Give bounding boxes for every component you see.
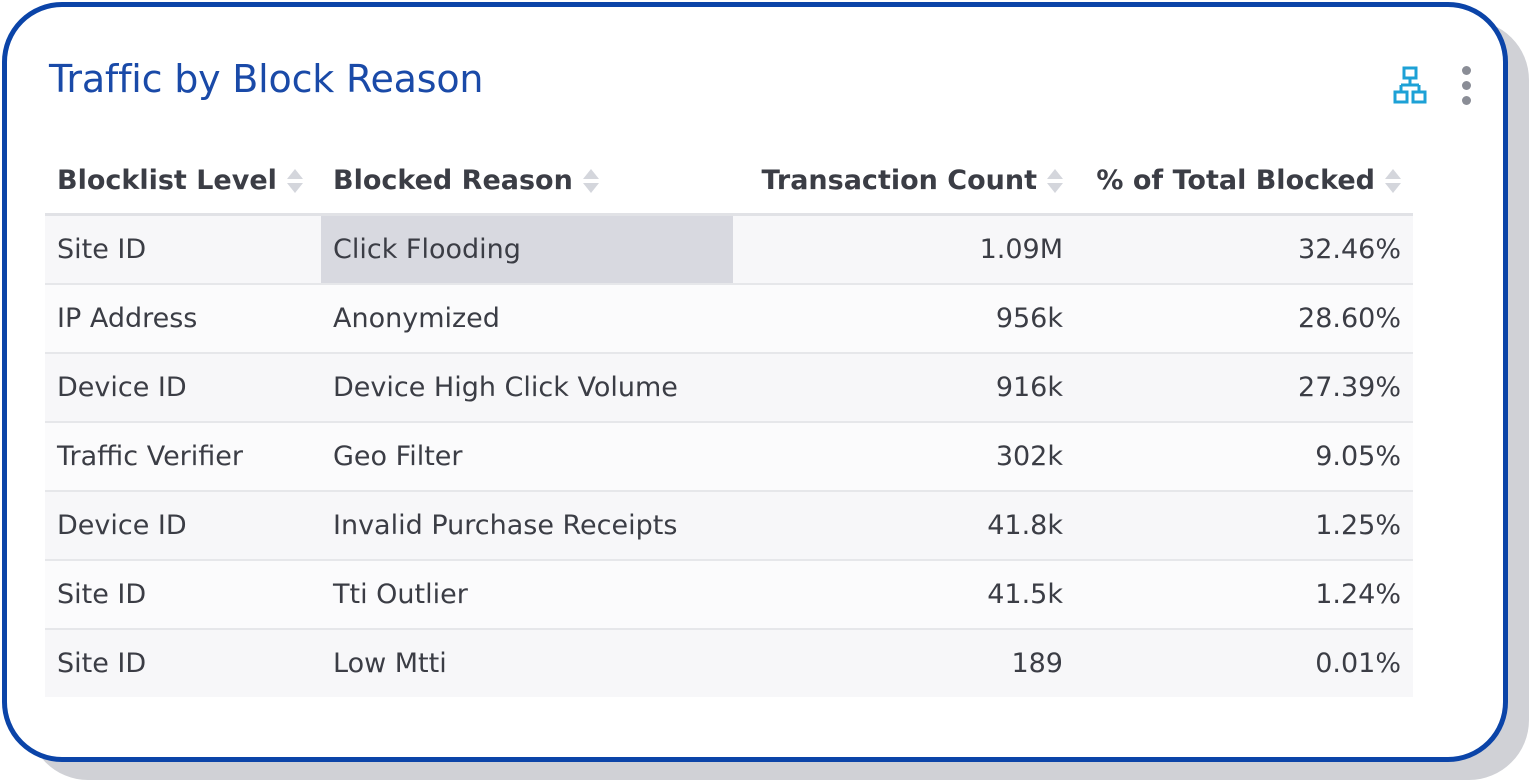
block-reason-table: Blocklist Level Blocked Reason Transacti… xyxy=(45,147,1413,697)
kebab-dot xyxy=(1461,80,1471,90)
widget-title: Traffic by Block Reason xyxy=(49,57,484,101)
cell-percent-total: 9.05% xyxy=(1075,422,1413,492)
table-row[interactable]: Traffic Verifier Geo Filter 302k 9.05% xyxy=(45,422,1413,492)
sort-icon[interactable] xyxy=(286,168,303,194)
cell-transaction-count: 302k xyxy=(733,422,1075,492)
cell-blocked-reason: Device High Click Volume xyxy=(321,353,733,423)
column-header-percent-total[interactable]: % of Total Blocked xyxy=(1075,147,1413,216)
table-row[interactable]: Site ID Click Flooding 1.09M 32.46% xyxy=(45,214,1413,285)
cell-percent-total: 0.01% xyxy=(1315,648,1401,679)
cell-blocklist-level: Site ID xyxy=(57,648,147,679)
cell-blocked-reason: Geo Filter xyxy=(321,422,733,492)
cell-blocked-reason[interactable]: Click Flooding xyxy=(321,214,733,285)
cell-percent-total: 1.24% xyxy=(1075,560,1413,630)
cell-blocklist-level: Site ID xyxy=(45,560,321,630)
table-row[interactable]: Site ID Low Mtti 189 0.01% xyxy=(45,629,1413,697)
cell-percent-total: 32.46% xyxy=(1075,214,1413,285)
cell-blocked-reason: Low Mtti xyxy=(333,648,447,679)
cell-transaction-count: 1.09M xyxy=(733,214,1075,285)
table-row[interactable]: Device ID Device High Click Volume 916k … xyxy=(45,353,1413,423)
column-header-blocklist-level[interactable]: Blocklist Level xyxy=(45,147,321,216)
cell-blocked-reason: Invalid Purchase Receipts xyxy=(321,491,733,561)
column-header-transaction-count[interactable]: Transaction Count xyxy=(733,147,1075,216)
kebab-menu-icon[interactable] xyxy=(1446,63,1486,107)
column-header-label: Transaction Count xyxy=(761,164,1037,196)
cell-blocklist-level: Site ID xyxy=(45,214,321,285)
cell-transaction-count: 41.8k xyxy=(733,491,1075,561)
cell-percent-total: 27.39% xyxy=(1075,353,1413,423)
cell-blocklist-level: IP Address xyxy=(45,284,321,354)
table-row[interactable]: Device ID Invalid Purchase Receipts 41.8… xyxy=(45,491,1413,561)
cell-blocklist-level: Traffic Verifier xyxy=(45,422,321,492)
cell-percent-total: 28.60% xyxy=(1075,284,1413,354)
column-header-label: Blocked Reason xyxy=(333,164,573,196)
kebab-dot xyxy=(1461,65,1471,75)
sort-icon[interactable] xyxy=(1047,168,1063,194)
kebab-dot xyxy=(1461,95,1471,105)
sort-icon[interactable] xyxy=(582,168,599,194)
table-row[interactable]: Site ID Tti Outlier 41.5k 1.24% xyxy=(45,560,1413,630)
cell-transaction-count: 189 xyxy=(1011,648,1063,679)
column-header-blocked-reason[interactable]: Blocked Reason xyxy=(321,147,733,216)
cell-blocklist-level: Device ID xyxy=(45,353,321,423)
table-row[interactable]: IP Address Anonymized 956k 28.60% xyxy=(45,284,1413,354)
hierarchy-tree-icon[interactable] xyxy=(1390,63,1430,107)
cell-blocked-reason: Tti Outlier xyxy=(321,560,733,630)
column-header-label: Blocklist Level xyxy=(57,164,277,196)
cell-transaction-count: 41.5k xyxy=(733,560,1075,630)
widget-card: Traffic by Block Reason Blocklist Level xyxy=(2,2,1508,762)
table-header-row: Blocklist Level Blocked Reason Transacti… xyxy=(45,147,1413,216)
cell-percent-total: 1.25% xyxy=(1075,491,1413,561)
cell-transaction-count: 956k xyxy=(733,284,1075,354)
cell-blocklist-level: Device ID xyxy=(45,491,321,561)
cell-transaction-count: 916k xyxy=(733,353,1075,423)
sort-icon[interactable] xyxy=(1385,168,1401,194)
column-header-label: % of Total Blocked xyxy=(1096,164,1375,196)
cell-blocked-reason: Anonymized xyxy=(321,284,733,354)
